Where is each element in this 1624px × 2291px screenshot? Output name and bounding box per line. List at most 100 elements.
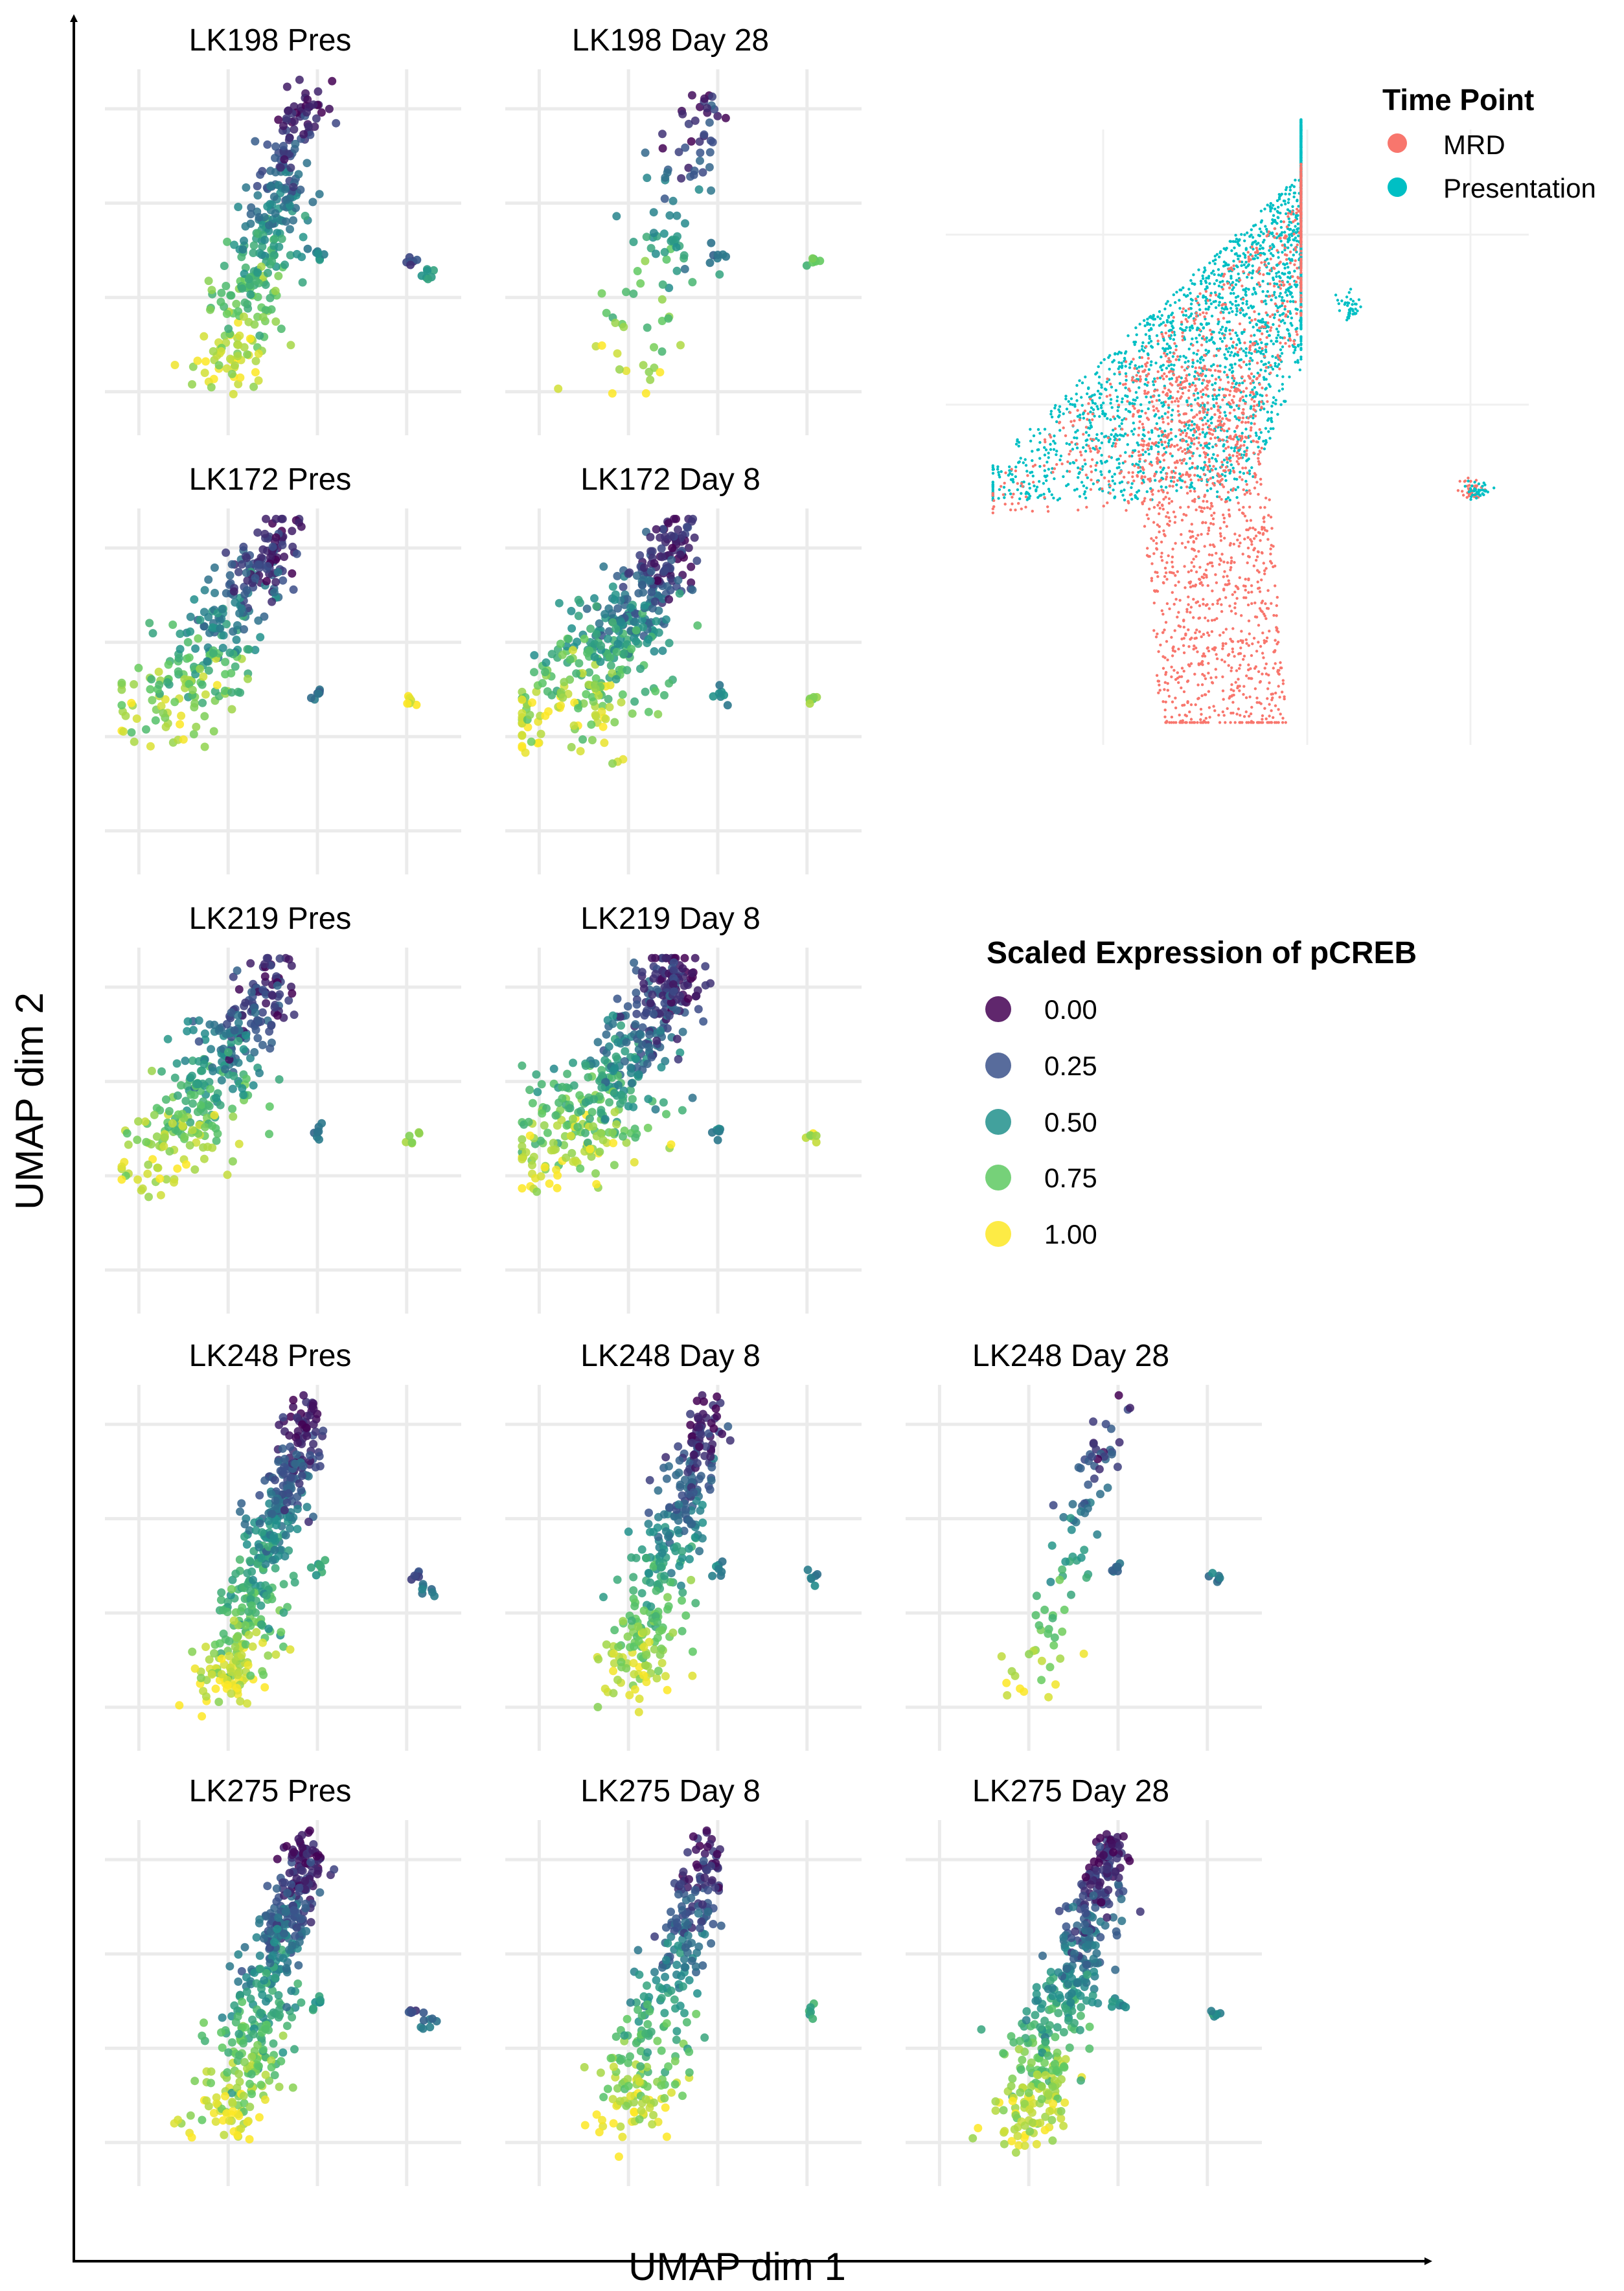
data-point bbox=[1037, 1656, 1046, 1665]
data-point bbox=[635, 551, 645, 560]
data-point bbox=[261, 1581, 270, 1590]
data-point bbox=[261, 280, 270, 290]
data-point bbox=[654, 1667, 663, 1676]
data-point bbox=[217, 1588, 226, 1597]
data-point bbox=[592, 1180, 601, 1189]
data-point bbox=[282, 82, 292, 91]
combined-point bbox=[1160, 443, 1164, 446]
data-point bbox=[691, 953, 700, 963]
island-point bbox=[306, 1563, 315, 1572]
data-point bbox=[678, 1491, 687, 1500]
data-point bbox=[574, 611, 583, 621]
data-point bbox=[1031, 2011, 1040, 2020]
data-point bbox=[685, 1555, 694, 1564]
data-point bbox=[660, 194, 669, 203]
combined-point bbox=[1052, 496, 1055, 500]
data-point bbox=[604, 627, 613, 636]
data-point bbox=[677, 1972, 685, 1981]
combined-point bbox=[1077, 476, 1080, 479]
combined-point bbox=[1178, 306, 1182, 310]
combined-point bbox=[1251, 236, 1255, 239]
data-point bbox=[664, 1602, 673, 1611]
combined-point bbox=[1016, 488, 1020, 492]
data-point bbox=[1058, 1565, 1067, 1574]
data-point bbox=[253, 528, 262, 537]
data-point bbox=[260, 1976, 269, 1985]
data-point bbox=[246, 1054, 255, 1063]
panel-grid bbox=[906, 1385, 1262, 1751]
data-point bbox=[309, 1404, 318, 1413]
data-point bbox=[693, 621, 702, 630]
combined-point bbox=[1084, 462, 1087, 466]
data-point bbox=[251, 1025, 260, 1034]
data-point bbox=[148, 696, 157, 705]
data-point bbox=[297, 1998, 306, 2007]
data-point bbox=[1076, 2011, 1085, 2020]
data-point bbox=[233, 966, 242, 975]
data-point bbox=[637, 1545, 646, 1554]
data-point bbox=[1020, 1687, 1029, 1696]
data-point bbox=[249, 241, 258, 250]
data-point bbox=[275, 954, 284, 963]
combined-point bbox=[1249, 356, 1252, 360]
data-point bbox=[672, 266, 681, 275]
data-point bbox=[600, 1684, 610, 1693]
data-point bbox=[263, 562, 272, 571]
data-point bbox=[239, 2092, 248, 2101]
data-point bbox=[228, 1104, 237, 1113]
data-point bbox=[662, 2132, 671, 2141]
combined-point bbox=[1187, 427, 1190, 430]
data-point bbox=[207, 383, 216, 392]
island-point bbox=[314, 689, 323, 698]
data-point bbox=[221, 2092, 229, 2101]
data-point bbox=[217, 288, 226, 297]
panel-points bbox=[554, 91, 825, 398]
data-point bbox=[643, 1123, 652, 1132]
data-point bbox=[292, 549, 301, 558]
data-point bbox=[234, 307, 243, 316]
data-point bbox=[685, 2068, 694, 2077]
data-point bbox=[229, 627, 238, 636]
data-point bbox=[242, 553, 251, 562]
data-point bbox=[628, 709, 637, 718]
combined-point bbox=[1229, 337, 1233, 341]
island-point bbox=[803, 1566, 812, 1575]
data-point bbox=[626, 1998, 635, 2007]
data-point bbox=[1048, 1613, 1057, 1623]
combined-point bbox=[1211, 269, 1215, 273]
data-point bbox=[553, 1183, 562, 1192]
data-point bbox=[275, 1075, 284, 1084]
data-point bbox=[694, 1475, 703, 1483]
data-point bbox=[613, 1575, 622, 1584]
data-point bbox=[670, 1995, 679, 2004]
data-point bbox=[1031, 1611, 1040, 1620]
data-point bbox=[716, 1921, 726, 1930]
data-point bbox=[688, 1647, 697, 1656]
data-point bbox=[658, 347, 667, 356]
combined-point bbox=[1160, 470, 1163, 474]
data-point bbox=[1084, 1941, 1093, 1950]
combined-point bbox=[1299, 335, 1303, 338]
data-point bbox=[315, 1452, 324, 1461]
data-point bbox=[278, 1444, 287, 1453]
data-point bbox=[272, 1884, 281, 1893]
combined-point bbox=[998, 488, 1001, 491]
data-point bbox=[154, 1163, 163, 1172]
data-point bbox=[641, 389, 650, 398]
data-point bbox=[610, 1089, 619, 1098]
data-point bbox=[285, 1945, 294, 1954]
data-point bbox=[234, 203, 243, 211]
data-point bbox=[200, 1154, 209, 1163]
data-point bbox=[530, 651, 539, 660]
data-point bbox=[271, 514, 280, 523]
data-point bbox=[211, 687, 220, 696]
island-point bbox=[417, 271, 426, 280]
data-point bbox=[285, 1431, 294, 1440]
combined-point bbox=[1162, 404, 1165, 407]
data-point bbox=[228, 1084, 237, 1093]
data-point bbox=[1059, 1933, 1068, 1942]
data-point bbox=[1088, 1452, 1097, 1461]
data-point bbox=[651, 687, 660, 696]
island-point bbox=[808, 2014, 818, 2023]
combined-point bbox=[1220, 325, 1224, 329]
